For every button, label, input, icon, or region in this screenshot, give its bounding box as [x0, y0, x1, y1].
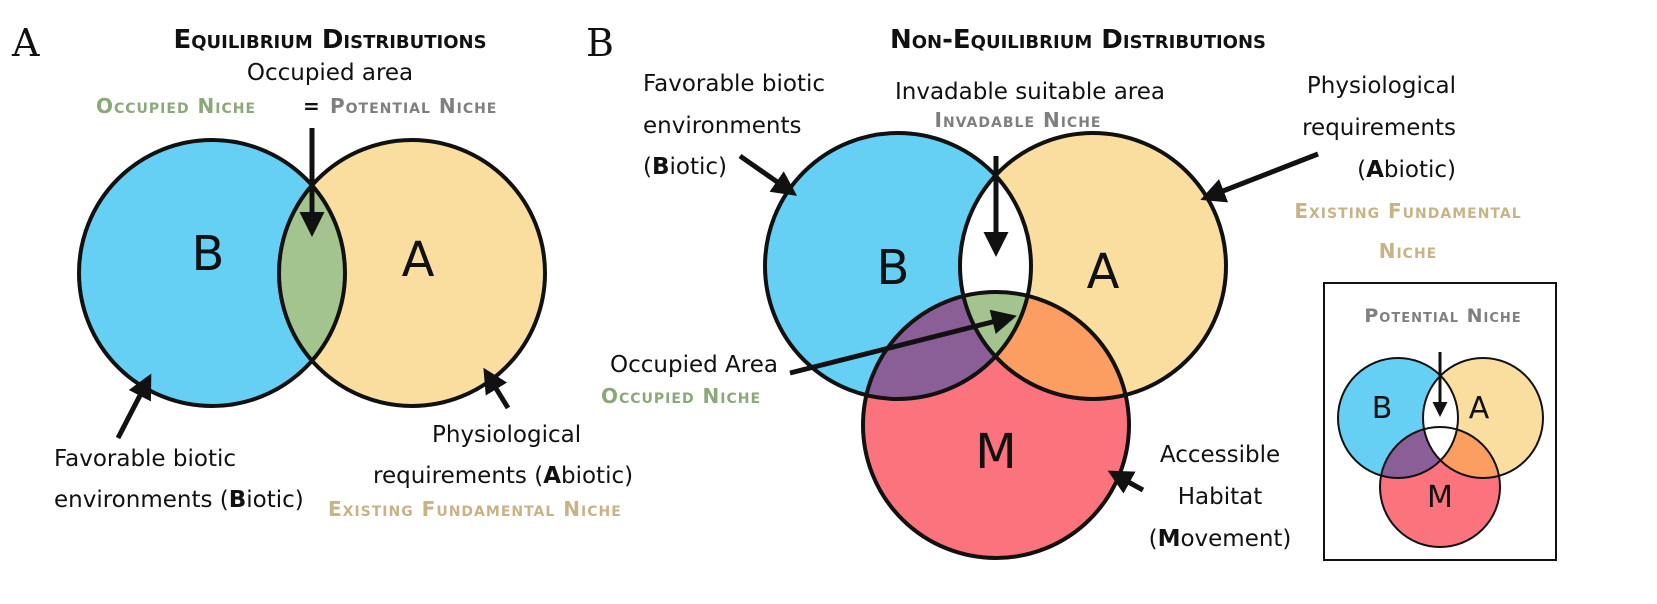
- panel-b-abiotic-label: Physiological requirements (Abiotic) Exi…: [1294, 73, 1521, 263]
- panel-b-existing-niche-line2: Niche: [1379, 239, 1438, 263]
- panel-b-movement-line2: Habitat: [1178, 484, 1263, 510]
- panel-b-biotic-outline: [763, 131, 1033, 401]
- panel-a-biotic-arrow: [115, 373, 152, 440]
- panel-b-abiotic-movement-region: [960, 292, 1129, 399]
- panel-b-movement-arrow: [1107, 470, 1145, 494]
- panel-a-equals-sign: =: [303, 94, 321, 118]
- panel-b-movement-line3: (Movement): [1149, 526, 1292, 552]
- panel-a-circle-b-letter: B: [192, 226, 225, 282]
- panel-a-niche-equation: Occupied Niche = Potential Niche: [96, 94, 497, 118]
- panel-b-abiotic-line2: requirements: [1302, 115, 1456, 141]
- panel-a: A Equilibrium Distributions Occupied are…: [11, 21, 633, 521]
- panel-a-title: Equilibrium Distributions: [173, 25, 486, 55]
- inset-abiotic-movement-region: [1423, 427, 1500, 478]
- panel-b-occupied-arrow: [789, 309, 1017, 376]
- panel-b-circle-b-letter: B: [877, 240, 910, 296]
- inset-circle-b-letter: B: [1372, 391, 1393, 426]
- panel-b-biotic-line2: environments: [643, 113, 801, 139]
- panel-b-letter: B: [586, 21, 614, 65]
- inset-title: Potential Niche: [1364, 305, 1521, 327]
- panel-a-biotic-circle: [79, 140, 345, 406]
- panel-b-biotic-label: Favorable biotic environments (Biotic): [643, 71, 825, 180]
- inset-circle-m-letter: M: [1427, 480, 1453, 515]
- panel-b-circle-m-letter: M: [975, 424, 1016, 480]
- panel-a-letter: A: [11, 21, 40, 65]
- panel-b-occupied-label: Occupied Area Occupied Niche: [601, 352, 778, 408]
- panel-b-invadable-niche-label: Invadable Niche: [935, 108, 1102, 132]
- panel-a-biotic-outline: [77, 138, 347, 408]
- panel-b-occupied-niche-label: Occupied Niche: [601, 384, 761, 408]
- inset-abiotic-outline: [1422, 357, 1544, 479]
- inset-biotic-outline: [1337, 357, 1459, 479]
- panel-b-abiotic-line1: Physiological: [1307, 73, 1456, 99]
- panel-a-abiotic-outline: [277, 138, 547, 408]
- panel-a-potential-niche-label: Potential Niche: [330, 94, 497, 118]
- panel-a-biotic-line2: environments (Biotic): [54, 487, 304, 513]
- panel-b-biotic-arrow: [738, 153, 798, 196]
- panel-b: B Non-Equilibrium Distributions B A M Fa…: [586, 21, 1521, 560]
- panel-b-biotic-movement-region: [863, 292, 1031, 399]
- inset-circle-a-letter: A: [1469, 391, 1490, 426]
- panel-a-biotic-label: Favorable biotic environments (Biotic): [54, 446, 304, 513]
- panel-b-title: Non-Equilibrium Distributions: [890, 25, 1266, 55]
- panel-b-invadable-area-label: Invadable suitable area: [895, 79, 1165, 105]
- panel-b-abiotic-outline: [958, 131, 1228, 401]
- panel-a-biotic-line1: Favorable biotic: [54, 446, 236, 472]
- inset-biotic-movement-region: [1380, 427, 1458, 478]
- panel-b-occupied-area-label: Occupied Area: [610, 352, 778, 378]
- inset-movement-outline: [1379, 426, 1501, 548]
- panel-a-existing-fundamental-niche: Existing Fundamental Niche: [328, 497, 622, 521]
- panel-a-abiotic-circle: [279, 140, 545, 406]
- panel-b-biotic-line1: Favorable biotic: [643, 71, 825, 97]
- panel-b-movement-outline: [861, 290, 1131, 560]
- panel-b-movement-label: Accessible Habitat (Movement): [1149, 442, 1292, 552]
- panel-a-abiotic-label: Physiological requirements (Abiotic) Exi…: [328, 422, 633, 521]
- panel-b-abiotic-arrow: [1200, 151, 1319, 203]
- panel-b-movement-line1: Accessible: [1160, 442, 1280, 468]
- panel-a-occupied-niche-label: Occupied Niche: [96, 94, 256, 118]
- panel-a-abiotic-line2: requirements (Abiotic): [373, 463, 633, 489]
- panel-a-occupied-area-label: Occupied area: [247, 60, 413, 86]
- panel-b-circle-a-letter: A: [1087, 244, 1120, 300]
- panel-a-circle-a-letter: A: [402, 232, 435, 288]
- potential-niche-inset: Potential Niche B A M: [1323, 282, 1557, 561]
- panel-b-existing-niche-line1: Existing Fundamental: [1294, 199, 1521, 223]
- panel-b-invadable-label: Invadable suitable area Invadable Niche: [895, 79, 1165, 132]
- panel-b-abiotic-line3: (Abiotic): [1357, 157, 1456, 183]
- panel-b-biotic-line3: (Biotic): [643, 154, 727, 180]
- panel-a-abiotic-line1: Physiological: [432, 422, 581, 448]
- panel-a-abiotic-arrow: [483, 367, 511, 410]
